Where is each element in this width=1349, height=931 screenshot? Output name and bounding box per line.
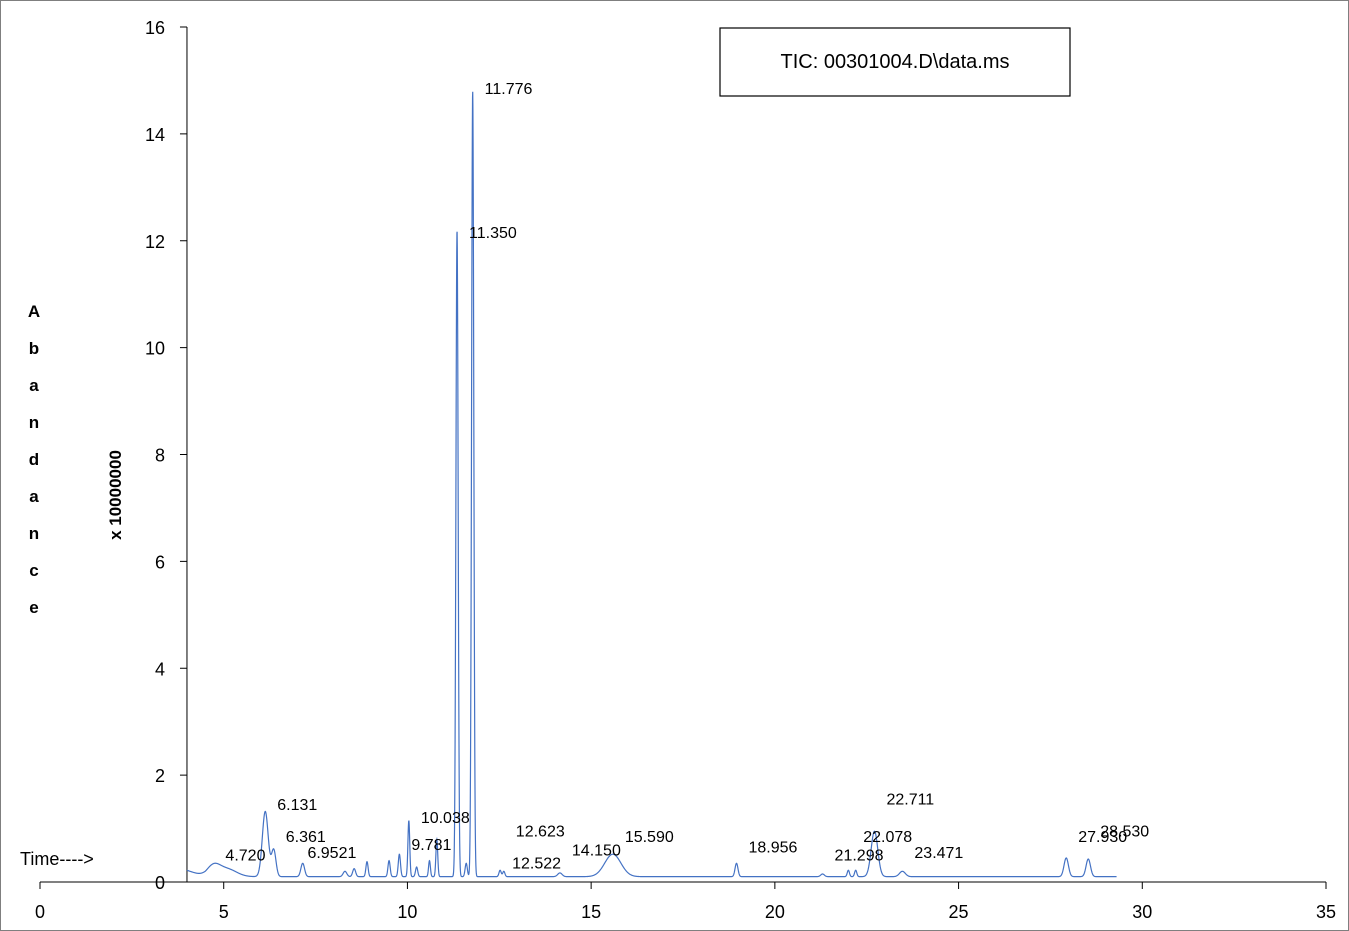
x-tick-label: 5 xyxy=(219,902,229,922)
y-tick-label: 2 xyxy=(155,766,165,786)
peak-label: 21.298 xyxy=(835,848,884,865)
peak-label: 15.590 xyxy=(625,829,674,846)
peak-label: 10.038 xyxy=(421,810,470,827)
peak-label: 11.776 xyxy=(485,81,533,98)
x-tick-label: 0 xyxy=(35,902,45,922)
peak-label: 22.711 xyxy=(886,792,934,809)
x-tick-label: 35 xyxy=(1316,902,1336,922)
legend-box-text: TIC: 00301004.D\data.ms xyxy=(780,51,1009,73)
peak-label: 4.720 xyxy=(225,848,265,865)
y-axis-title-letter: n xyxy=(29,524,39,543)
y-tick-label: 0 xyxy=(155,873,165,893)
y-tick-label: 10 xyxy=(145,339,165,359)
tic-series-line xyxy=(186,91,1117,878)
y-axis-title-letter: d xyxy=(29,450,39,469)
x-ticks: 0 5 10 15 20 25 30 35 xyxy=(35,882,1336,922)
y-ticks: 0 2 4 6 8 10 12 14 16 xyxy=(145,18,187,893)
peak-label: 11.350 xyxy=(469,225,517,242)
peak-label: 14.150 xyxy=(572,842,621,859)
y-tick-label: 4 xyxy=(155,659,165,679)
y-tick-label: 14 xyxy=(145,125,165,145)
peak-label: 6.361 xyxy=(286,829,326,846)
peak-label: 6.9521 xyxy=(307,845,356,862)
x-tick-label: 25 xyxy=(949,902,969,922)
x-tick-label: 15 xyxy=(581,902,601,922)
peak-label: 22.078 xyxy=(863,829,912,846)
legend-box: TIC: 00301004.D\data.ms xyxy=(719,27,1071,97)
peak-label: 12.522 xyxy=(512,856,561,873)
y-tick-label: 6 xyxy=(155,552,165,572)
y-axis-title-letter: c xyxy=(29,561,38,580)
x-tick-label: 30 xyxy=(1132,902,1152,922)
y-axis-title-letter: b xyxy=(29,339,39,358)
peak-label: 23.471 xyxy=(914,845,963,862)
x-tick-label: 10 xyxy=(397,902,417,922)
y-axis-title-letter: n xyxy=(29,413,39,432)
peak-label: 12.623 xyxy=(516,824,565,841)
x-tick-label: 20 xyxy=(765,902,785,922)
y-tick-label: 8 xyxy=(155,446,165,466)
y-tick-label: 16 xyxy=(145,18,165,38)
y-axis-title-letter: a xyxy=(29,376,39,395)
peak-label: 27.930 xyxy=(1078,829,1127,846)
peak-label: 6.131 xyxy=(277,797,317,814)
y-axis-title-letter: a xyxy=(29,487,39,506)
y-axis-title-letter: e xyxy=(29,598,38,617)
peak-label: 28.530 xyxy=(1100,824,1149,841)
y-axis-unit-label: x 10000000 xyxy=(106,450,125,540)
peak-label: 18.956 xyxy=(748,840,797,857)
time-axis-label: Time----> xyxy=(20,849,94,869)
axes xyxy=(40,27,1326,883)
y-tick-label: 12 xyxy=(145,232,165,252)
y-axis-title-letter: A xyxy=(28,302,40,321)
peak-label: 9.781 xyxy=(411,837,451,854)
